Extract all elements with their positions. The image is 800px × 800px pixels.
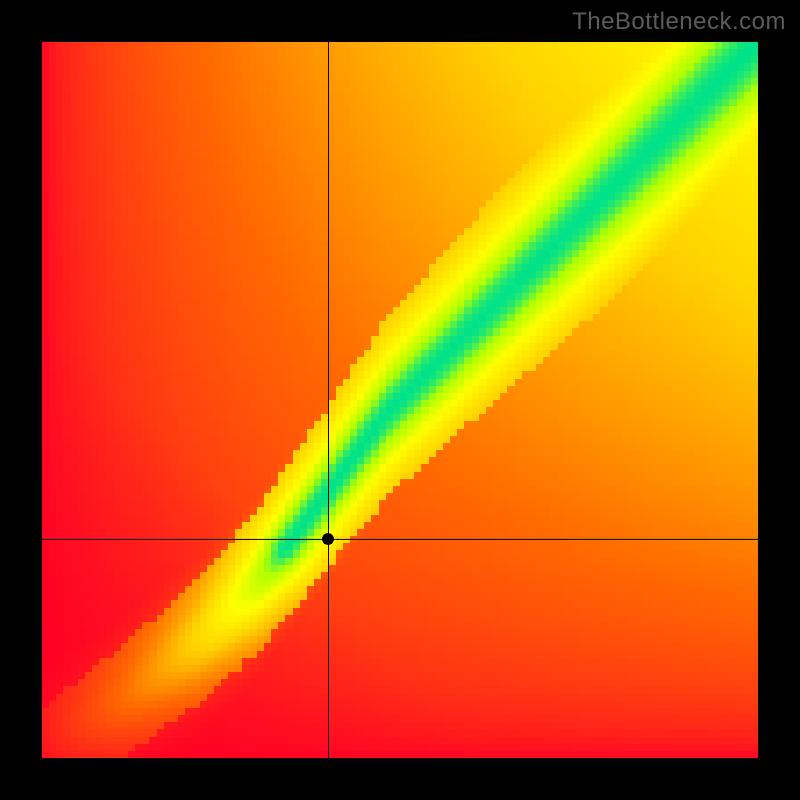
heatmap-chart	[42, 42, 758, 758]
watermark-text: TheBottleneck.com	[572, 8, 786, 36]
heatmap-canvas	[42, 42, 758, 758]
